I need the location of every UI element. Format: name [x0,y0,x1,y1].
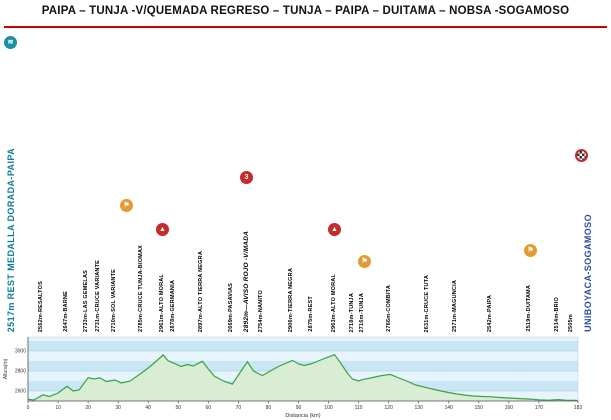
start-logo-icon: ≋ [4,36,17,49]
waypoint-label: 2766m-COMBITA [386,285,393,332]
waypoint-label: 2562m-RESALTOS [38,280,45,332]
svg-text:110: 110 [355,405,363,411]
kom-icon: ▲ [156,223,169,236]
svg-text:10: 10 [55,405,61,411]
sprint-icon: ⚑ [524,244,537,257]
svg-text:160: 160 [505,405,514,411]
waypoint-label: 2754m-NANITO [258,289,265,332]
waypoint-label: 2731m-CRUCE VARIANTE [94,260,101,332]
svg-text:30: 30 [115,405,121,411]
svg-text:2600: 2600 [15,389,26,395]
waypoint-label: 2716m-TUNJA [359,292,366,333]
svg-text:3000: 3000 [15,349,26,355]
svg-text:80: 80 [266,405,272,411]
waypoint-label: 2785m-CRUCE TUNJA-BIOMAX [138,244,145,332]
svg-text:170: 170 [535,405,544,411]
svg-text:20: 20 [85,405,91,411]
svg-text:183: 183 [574,405,583,411]
waypoint-label: 2514m-BRIO [554,297,561,332]
waypoint-label: 2892m—AVISO ROJO -V/MADA [243,230,251,332]
svg-text:2800: 2800 [15,369,26,375]
waypoint-label: 2906m-TIERRA NEGRA [288,267,295,332]
elevation-chart: 2600 2800 3000 0 10 20 30 40 50 60 70 80 90 100 110 120… [3,336,583,419]
waypoint-label: 2647m-BARNE [63,291,70,332]
kom-icon: ▲ [328,223,341,236]
svg-text:100: 100 [324,405,333,411]
waypoint-label: 2710m-SOL VARIANTE [111,269,118,332]
svg-text:90: 90 [296,405,302,411]
waypoint-label: 2631m-CRUCE TUTA [423,274,430,333]
svg-text:120: 120 [385,405,394,411]
waypoint-label: 2875m-REST [308,296,315,332]
svg-text:40: 40 [145,405,151,411]
finish-icon [575,149,588,162]
sprint-icon: ⚑ [120,199,133,212]
svg-text:50: 50 [176,405,182,411]
waypoint-label: 2961m-ALTO MORAL [159,273,166,332]
waypoint-layer: 2517m REST MEDALLA DORADA-PAIPA UNIBOYAC… [0,30,611,332]
waypoint-label: 2897m-ALTO TIERRA NEGRA [198,250,205,332]
waypoint-label: 2542m-PAIPA [486,294,493,332]
sprint-icon: ⚑ [358,255,371,268]
waypoint-label: 2669m-PASAVIAS [228,282,235,332]
svg-text:0: 0 [27,405,30,411]
waypoint-label: 2571m-MAGUNCIA [452,279,459,332]
svg-text:130: 130 [415,405,424,411]
svg-text:150: 150 [475,405,484,411]
svg-text:Distancia (km): Distancia (km) [285,413,320,419]
waypoint-label: 2963m-ALTO MORAL [330,273,337,332]
finish-endpoint-label: UNIBOYACA-SOGAMOSO [583,214,593,332]
title-underline [4,26,607,28]
waypoint-label: 2733m-LAS GEMELAS [82,269,89,332]
start-endpoint-label: 2517m REST MEDALLA DORADA-PAIPA [6,147,16,332]
waypoint-label: 2519m-DUITAMA [525,285,532,332]
svg-text:70: 70 [236,405,242,411]
page-title: PAIPA – TUNJA -V/QUEMADA REGRESO – TUNJA… [41,5,570,17]
svg-text:60: 60 [206,405,212,411]
waypoint-label: 2718m-TUNJA [348,292,355,333]
svg-text:Altura(m): Altura(m) [3,358,9,379]
svg-text:140: 140 [445,405,454,411]
category-3-icon: 3 [240,171,253,184]
waypoint-label: 2878m-GERMANIA [169,280,176,332]
